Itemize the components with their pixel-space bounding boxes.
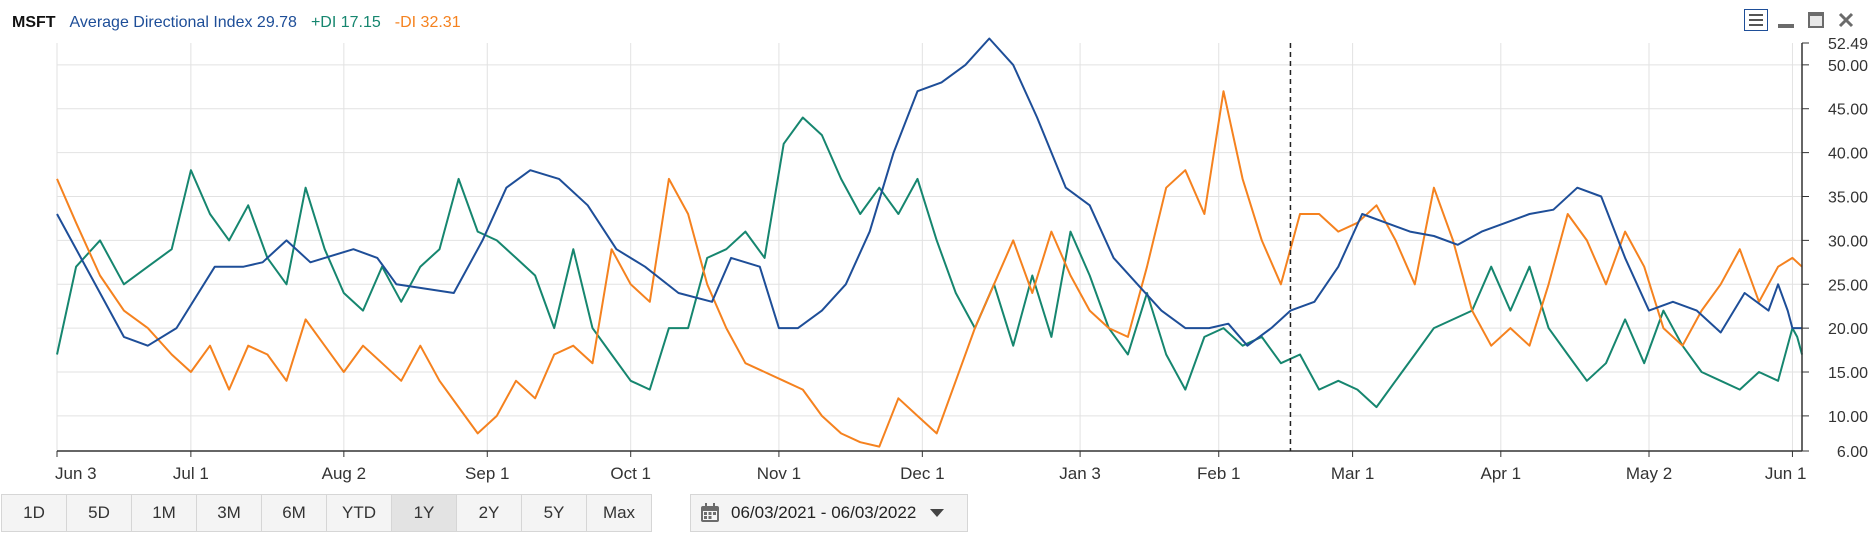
range-button-ytd[interactable]: YTD [326,494,392,532]
legend-symbol: MSFT [12,14,56,31]
chart-series [56,37,1803,448]
y-tick-label: 52.49 [1828,36,1868,53]
chevron-down-icon [930,508,945,518]
range-button-5d[interactable]: 5D [66,494,132,532]
series-line-plus-di [56,116,1803,409]
legend-item-minus-di: -DI 32.31 [394,14,461,31]
x-tick-label: Aug 2 [322,464,366,483]
range-button-1m[interactable]: 1M [131,494,197,532]
menu-icon[interactable] [1744,8,1768,32]
range-button-1d[interactable]: 1D [1,494,67,532]
x-tick-label: Nov 1 [757,464,801,483]
adx-chart: Jun 3 Jul 1 Aug 2 Sep 1 Oct 1 Nov 1 Dec 1 Jan 3… [55,36,1868,483]
x-tick-label: Jul 1 [173,464,209,483]
range-button-5y[interactable]: 5Y [521,494,587,532]
date-range-picker[interactable]: 06/03/2021 - 06/03/2022 [690,494,968,532]
x-tick-label: Apr 1 [1480,464,1521,483]
date-range-label: 06/03/2021 - 06/03/2022 [731,503,917,522]
x-tick-label: Dec 1 [900,464,944,483]
y-tick-label: 35.00 [1828,189,1868,206]
chart-axes: Jun 3 Jul 1 Aug 2 Sep 1 Oct 1 Nov 1 Dec 1 Jan 3… [55,36,1868,483]
minimize-icon[interactable] [1774,8,1798,32]
x-tick-label: Jun 1 [1765,464,1807,483]
close-icon[interactable] [1834,8,1858,32]
range-button-3m[interactable]: 3M [196,494,262,532]
range-button-6m[interactable]: 6M [261,494,327,532]
range-button-1y[interactable]: 1Y [391,494,457,532]
y-tick-label: 30.00 [1828,233,1868,250]
range-selector: 1D 5D 1M 3M 6M YTD 1Y 2Y 5Y Max [1,494,652,532]
y-tick-label: 6.00 [1837,444,1868,461]
y-tick-label: 50.00 [1828,58,1868,75]
chart-grid [56,43,1802,451]
legend-item-plus-di: +DI 17.15 [310,14,381,31]
x-tick-label: Jan 3 [1059,464,1101,483]
y-tick-label: 15.00 [1828,365,1868,382]
legend: MSFT Average Directional Index 29.78 +DI… [12,12,475,34]
y-tick-label: 20.00 [1828,321,1868,338]
x-tick-label: Feb 1 [1197,464,1240,483]
chart-toolbar [1738,8,1858,32]
range-button-max[interactable]: Max [586,494,652,532]
x-tick-label: May 2 [1626,464,1672,483]
series-line-minus-di [56,90,1803,448]
x-tick-label: Jun 3 [55,464,97,483]
range-button-2y[interactable]: 2Y [456,494,522,532]
series-line-adx [56,37,1802,347]
calendar-icon [699,502,721,524]
y-tick-label: 25.00 [1828,277,1868,294]
y-tick-label: 45.00 [1828,102,1868,119]
x-tick-label: Sep 1 [465,464,509,483]
y-tick-label: 10.00 [1828,409,1868,426]
y-tick-label: 40.00 [1828,146,1868,163]
legend-item-adx: Average Directional Index 29.78 [69,14,297,31]
x-tick-label: Mar 1 [1331,464,1374,483]
maximize-icon[interactable] [1804,8,1828,32]
x-tick-label: Oct 1 [610,464,651,483]
